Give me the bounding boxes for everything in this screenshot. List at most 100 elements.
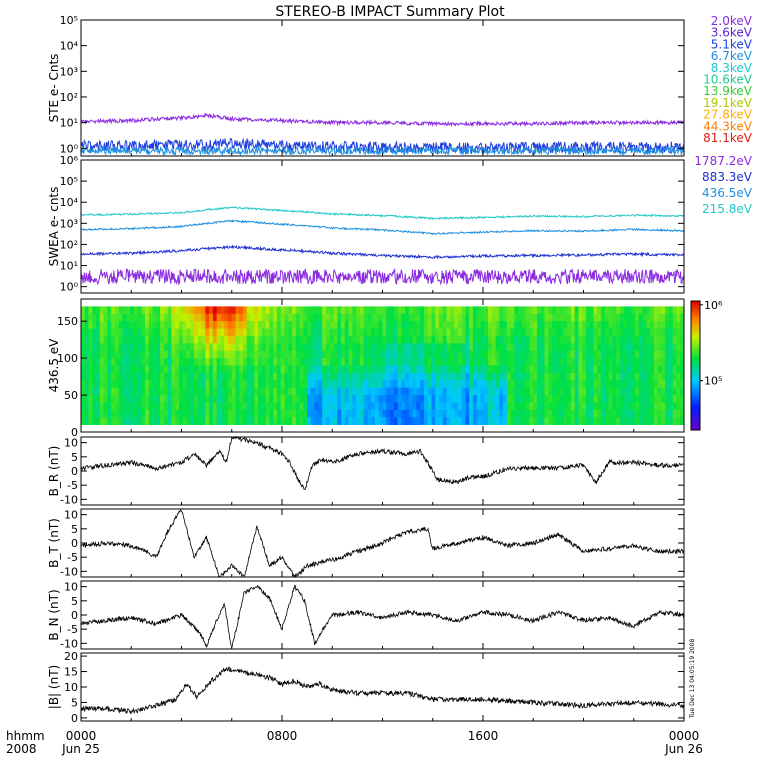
pad-heatmap-cell (145, 358, 150, 366)
pad-heatmap-cell (574, 409, 579, 418)
pad-heatmap-cell (148, 402, 154, 411)
pad-heatmap-cell (341, 409, 346, 418)
pad-heatmap-cell (284, 335, 289, 344)
pad-heatmap-cell (503, 343, 508, 352)
pad-heatmap-cell (209, 372, 214, 381)
pad-heatmap-cell (420, 409, 425, 418)
pad-heatmap-cell (427, 380, 432, 389)
pad-heatmap-cell (454, 358, 459, 366)
pad-heatmap-cell (412, 417, 417, 426)
pad-heatmap-cell (378, 380, 383, 389)
pad-heatmap-cell (393, 387, 398, 396)
pad-heatmap-cell (484, 358, 489, 366)
pad-heatmap-cell (488, 321, 493, 329)
pad-heatmap-cell (412, 358, 417, 366)
pad-heatmap-cell (537, 350, 542, 359)
pad-heatmap-cell (216, 417, 221, 426)
pad-heatmap-cell (612, 335, 617, 344)
pad-heatmap-cell (178, 402, 184, 411)
pad-heatmap-cell (503, 350, 508, 359)
pad-heatmap-cell (363, 380, 368, 389)
pad-heatmap-cell (386, 365, 391, 374)
pad-heatmap-cell (427, 321, 432, 329)
pad-heatmap-cell (668, 313, 674, 322)
bt-ytick-label: -5 (67, 551, 78, 564)
pad-heatmap-cell (292, 365, 297, 374)
pad-heatmap-cell (344, 409, 349, 418)
br-series-line (80, 435, 685, 490)
pad-heatmap-cell (488, 395, 493, 403)
pad-heatmap-cell (194, 306, 199, 315)
pad-heatmap-cell (586, 402, 591, 411)
pad-heatmap-cell (303, 306, 308, 315)
pad-heatmap-cell (307, 380, 312, 389)
pad-heatmap-cell (137, 409, 142, 418)
pad-heatmap-cell (314, 313, 319, 322)
pad-heatmap-cell (378, 372, 383, 381)
pad-heatmap-cell (635, 306, 640, 315)
pad-heatmap-cell (231, 372, 236, 381)
pad-heatmap-cell (371, 335, 376, 344)
pad-heatmap-cell (288, 335, 293, 344)
pad-heatmap-cell (99, 350, 105, 359)
pad-heatmap-cell (243, 306, 248, 315)
pad-heatmap-cell (114, 417, 120, 426)
pad-heatmap-cell (510, 380, 515, 389)
pad-heatmap-cell (544, 313, 549, 322)
pad-heatmap-cell (273, 313, 278, 322)
pad-heatmap-cell (212, 380, 218, 389)
pad-heatmap-cell (439, 343, 444, 352)
pad-heatmap-cell (461, 395, 466, 403)
pad-heatmap-cell (646, 402, 651, 411)
pad-heatmap-cell (107, 313, 112, 322)
pad-heatmap-cell (503, 365, 508, 374)
time-tick-label: 0000 (66, 729, 97, 743)
pad-heatmap-cell (574, 380, 579, 389)
pad-heatmap-cell (216, 380, 221, 389)
pad-heatmap-cell (224, 409, 229, 418)
pad-heatmap-cell (446, 387, 451, 396)
pad-heatmap-cell (574, 372, 579, 381)
pad-heatmap-cell (212, 365, 218, 374)
pad-heatmap-cell (544, 409, 549, 418)
pad-heatmap-cell (416, 372, 421, 381)
pad-heatmap-cell (299, 306, 304, 315)
pad-heatmap-cell (152, 350, 157, 359)
pad-heatmap-cell (209, 409, 214, 418)
pad-heatmap-cell (322, 343, 327, 352)
pad-heatmap-cell (194, 321, 199, 329)
pad-heatmap-cell (341, 335, 346, 344)
pad-heatmap-cell (348, 313, 353, 322)
pad-heatmap-cell (619, 395, 625, 403)
pad-heatmap-cell (152, 335, 157, 344)
pad-heatmap-cell (96, 402, 101, 411)
pad-heatmap-cell (525, 313, 530, 322)
pad-heatmap-cell (472, 343, 478, 352)
pad-heatmap-cell (99, 380, 105, 389)
pad-heatmap-cell (431, 306, 436, 315)
pad-heatmap-cell (450, 387, 455, 396)
pad-heatmap-cell (597, 380, 602, 389)
pad-heatmap-cell (239, 321, 244, 329)
pad-heatmap-cell (552, 343, 557, 352)
pad-heatmap-cell (344, 335, 349, 344)
pad-heatmap-cell (325, 343, 331, 352)
pad-heatmap-cell (205, 365, 210, 374)
pad-heatmap-cell (540, 328, 545, 337)
pad-heatmap-cell (103, 380, 108, 389)
pad-heatmap-cell (680, 372, 685, 381)
pad-heatmap-cell (276, 358, 282, 366)
pad-heatmap-cell (276, 343, 282, 352)
pad-heatmap-cell (107, 321, 112, 329)
pad-heatmap-cell (544, 350, 549, 359)
pad-heatmap-cell (544, 402, 549, 411)
pad-heatmap-cell (537, 306, 542, 315)
pad-heatmap-cell (619, 358, 625, 366)
pad-heatmap-cell (676, 387, 681, 396)
pad-heatmap-cell (631, 350, 636, 359)
pad-heatmap-cell (397, 328, 402, 337)
pad-heatmap-cell (160, 328, 165, 337)
pad-heatmap-cell (521, 387, 527, 396)
pad-heatmap-cell (205, 409, 210, 418)
